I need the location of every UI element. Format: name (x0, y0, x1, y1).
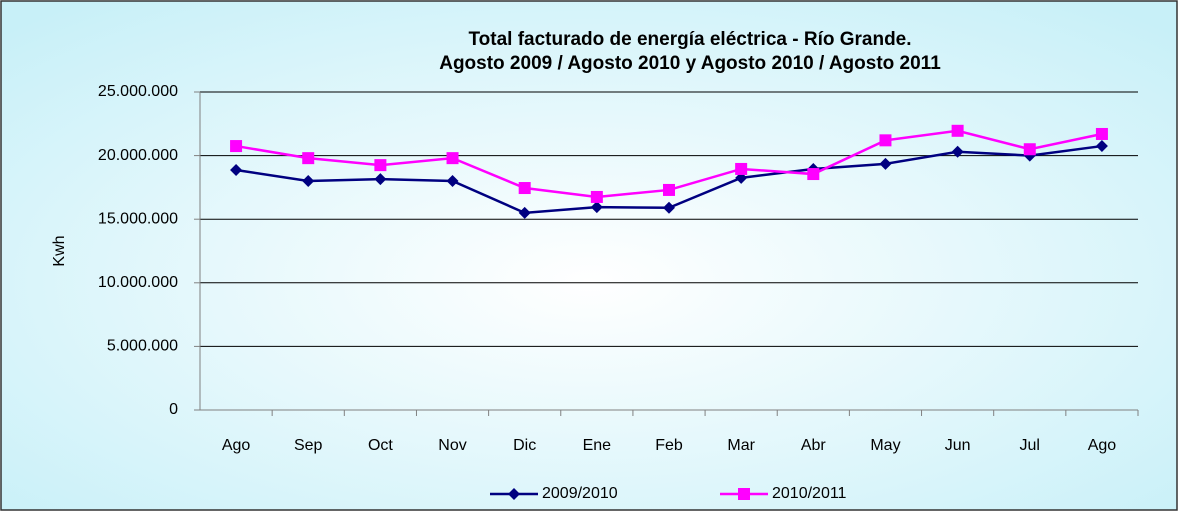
y-tick-label: 0 (169, 401, 178, 418)
point (374, 173, 387, 186)
point (518, 182, 531, 195)
y-tick-label: 25.000.000 (98, 83, 178, 100)
x-tick-label: May (870, 437, 900, 454)
point (951, 124, 964, 137)
x-tick-label: Ago (1088, 437, 1117, 454)
point (735, 162, 748, 175)
point (879, 134, 892, 147)
point (1095, 140, 1108, 153)
point (518, 206, 531, 219)
point (663, 201, 675, 214)
point (1023, 143, 1036, 156)
point (302, 152, 315, 165)
point (1095, 127, 1108, 140)
point (879, 157, 892, 170)
x-tick-label: Dic (513, 437, 536, 454)
x-tick-label: Ago (222, 437, 251, 454)
point (446, 152, 459, 165)
chart-title: Total facturado de energía eléctrica - R… (468, 29, 911, 50)
x-tick-label: Oct (368, 437, 393, 454)
x-tick-label: Nov (438, 437, 466, 454)
x-tick-label: Jun (945, 437, 971, 454)
point (230, 140, 243, 153)
chart-subtitle: Agosto 2009 / Agosto 2010 y Agosto 2010 … (439, 53, 941, 74)
legend-marker (508, 488, 520, 500)
point (807, 168, 820, 181)
y-tick-label: 10.000.000 (98, 274, 178, 291)
x-tick-label: Feb (655, 437, 683, 454)
point (230, 163, 243, 176)
y-tick-label: 5.000.000 (107, 338, 178, 355)
x-tick-label: Jul (1020, 437, 1040, 454)
x-tick-label: Mar (727, 437, 755, 454)
legend-label: 2010/2011 (772, 485, 847, 502)
legend-marker (738, 488, 750, 500)
x-tick-label: Ene (583, 437, 612, 454)
x-tick-label: Sep (294, 437, 323, 454)
point (302, 175, 315, 188)
legend-label: 2009/2010 (542, 485, 618, 502)
y-tick-label: 15.000.000 (98, 210, 178, 227)
x-tick-label: Abr (801, 437, 827, 454)
y-tick-label: 20.000.000 (98, 147, 178, 164)
point (663, 183, 675, 196)
point (590, 190, 603, 203)
point (374, 159, 387, 172)
point (951, 145, 964, 158)
y-axis-label: Kwh (51, 235, 68, 266)
point (590, 201, 603, 214)
point (446, 175, 459, 188)
